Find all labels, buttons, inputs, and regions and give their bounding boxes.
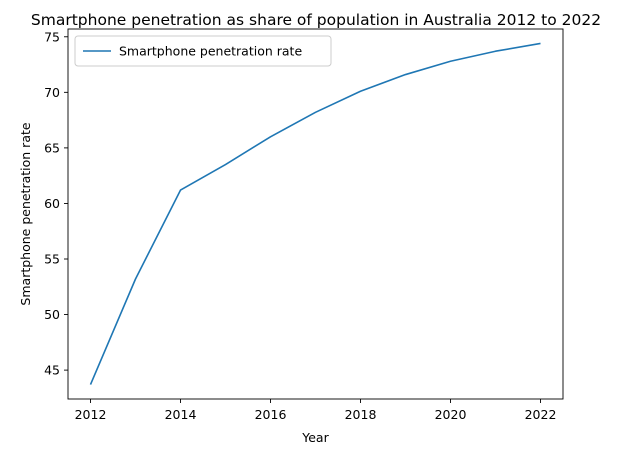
legend: Smartphone penetration rate	[74, 35, 332, 67]
y-tick-label: 60	[44, 196, 60, 211]
x-tick-label: 2014	[165, 407, 197, 422]
y-tick-label: 55	[44, 252, 60, 267]
plot-area-frame	[67, 28, 564, 400]
x-tick-label: 2018	[345, 407, 377, 422]
y-tick-label: 75	[44, 29, 60, 44]
y-tick-label: 45	[44, 363, 60, 378]
x-axis-ticks: 2012 2014 2016 2018 2020 2022	[75, 399, 557, 422]
x-tick-label: 2016	[255, 407, 287, 422]
x-tick-label: 2020	[435, 407, 467, 422]
y-axis-ticks: 45 50 55 60 65 70 75	[44, 29, 68, 378]
y-tick-label: 65	[44, 140, 60, 155]
legend-entry-label: Smartphone penetration rate	[119, 44, 302, 59]
x-tick-label: 2022	[525, 407, 557, 422]
x-axis-label: Year	[301, 430, 329, 445]
y-tick-label: 70	[44, 85, 60, 100]
legend-box	[74, 35, 332, 67]
chart-title: Smartphone penetration as share of popul…	[31, 11, 601, 29]
x-tick-label: 2012	[75, 407, 107, 422]
y-axis-label: Smartphone penetration rate	[18, 122, 33, 305]
series-line-smartphone-penetration-rate	[89, 42, 541, 385]
y-tick-label: 50	[44, 307, 60, 322]
